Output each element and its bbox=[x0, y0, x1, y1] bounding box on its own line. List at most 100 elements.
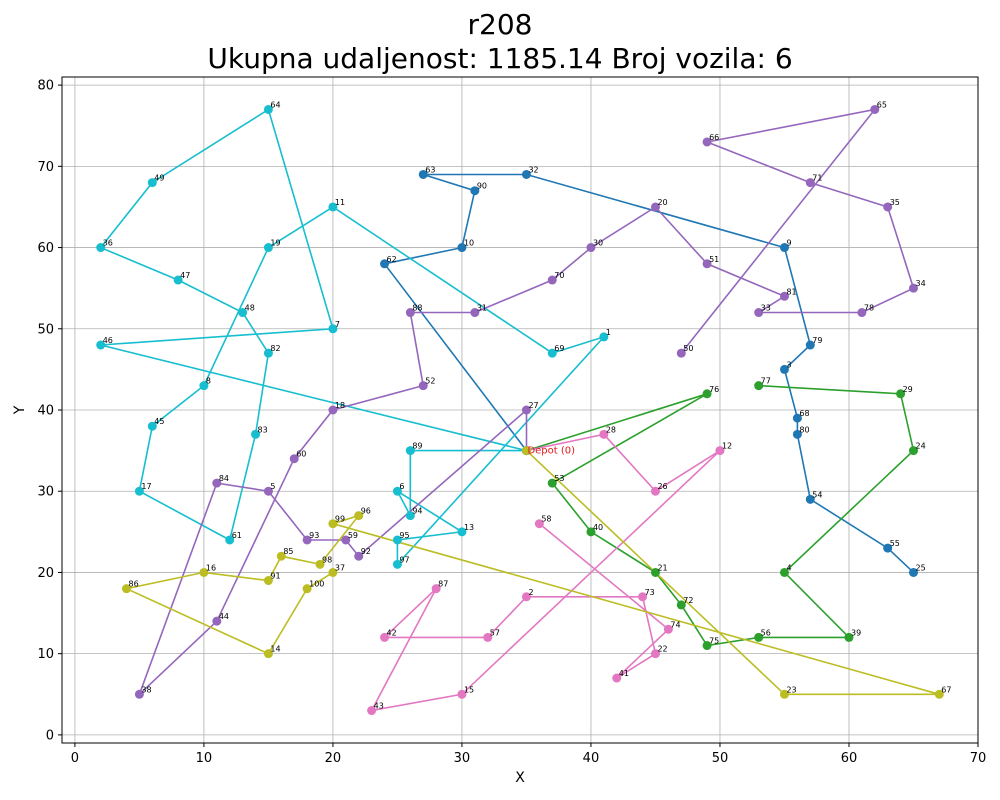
y-tick-label: 0 bbox=[46, 728, 54, 743]
node-93-marker bbox=[302, 535, 312, 545]
node-47-marker bbox=[173, 275, 183, 285]
node-24-label: 24 bbox=[915, 442, 925, 451]
node-23-marker bbox=[779, 689, 789, 699]
node-16-marker bbox=[199, 567, 209, 577]
node-96-label: 96 bbox=[361, 507, 371, 516]
node-70-marker bbox=[547, 275, 557, 285]
node-52-label: 52 bbox=[425, 377, 435, 386]
node-95-marker bbox=[392, 535, 402, 545]
node-33-marker bbox=[754, 308, 764, 318]
node-7-label: 7 bbox=[335, 320, 340, 329]
y-tick-label: 80 bbox=[37, 79, 54, 94]
node-1-label: 1 bbox=[606, 328, 611, 337]
node-72-label: 72 bbox=[683, 596, 693, 605]
node-100-marker bbox=[302, 584, 312, 594]
node-19-marker bbox=[263, 243, 273, 253]
node-70-label: 70 bbox=[554, 271, 564, 280]
node-94-marker bbox=[405, 511, 415, 521]
node-73-label: 73 bbox=[645, 588, 655, 597]
node-50-marker bbox=[676, 348, 686, 358]
node-60-marker bbox=[289, 454, 299, 464]
node-79-label: 79 bbox=[812, 336, 822, 345]
grid-lines bbox=[62, 77, 979, 743]
node-74-marker bbox=[663, 624, 673, 634]
node-65-label: 65 bbox=[877, 100, 887, 109]
node-64-marker bbox=[263, 104, 273, 114]
node-25-label: 25 bbox=[915, 563, 925, 572]
node-41-marker bbox=[612, 673, 622, 683]
node-13-marker bbox=[457, 527, 467, 537]
node-62-label: 62 bbox=[387, 255, 397, 264]
node-71-marker bbox=[805, 178, 815, 188]
node-12-marker bbox=[715, 446, 725, 456]
node-39-marker bbox=[844, 632, 854, 642]
node-80-label: 80 bbox=[799, 425, 809, 434]
node-14-label: 14 bbox=[270, 645, 280, 654]
node-13-label: 13 bbox=[464, 523, 474, 532]
node-44-marker bbox=[212, 616, 222, 626]
node-19-label: 19 bbox=[270, 239, 280, 248]
node-49-marker bbox=[147, 178, 157, 188]
chart-title-line2: Ukupna udaljenost: 1185.14 Broj vozila: … bbox=[207, 42, 793, 75]
node-90-label: 90 bbox=[477, 182, 487, 191]
node-4-label: 4 bbox=[786, 563, 791, 572]
node-50-label: 50 bbox=[683, 344, 693, 353]
chart-title-line1: r208 bbox=[467, 8, 533, 41]
node-40-marker bbox=[586, 527, 596, 537]
node-54-marker bbox=[805, 494, 815, 504]
node-94-label: 94 bbox=[412, 507, 422, 516]
x-tick-label: 60 bbox=[841, 751, 858, 766]
node-83-marker bbox=[251, 429, 261, 439]
y-tick-label: 50 bbox=[37, 322, 54, 337]
node-7-marker bbox=[328, 324, 338, 334]
x-axis-label: X bbox=[515, 770, 525, 786]
node-87-marker bbox=[431, 584, 441, 594]
node-56-label: 56 bbox=[761, 628, 771, 637]
node-34-label: 34 bbox=[915, 279, 925, 288]
node-97-label: 97 bbox=[399, 555, 409, 564]
y-tick-label: 60 bbox=[37, 241, 54, 256]
node-67-label: 67 bbox=[941, 685, 951, 694]
node-39-label: 39 bbox=[851, 628, 861, 637]
node-25-marker bbox=[908, 567, 918, 577]
node-72-marker bbox=[676, 600, 686, 610]
node-85-marker bbox=[276, 551, 286, 561]
node-62-marker bbox=[380, 259, 390, 269]
x-tick-label: 40 bbox=[583, 751, 600, 766]
node-92-label: 92 bbox=[361, 547, 371, 556]
node-86-label: 86 bbox=[129, 580, 139, 589]
node-75-marker bbox=[702, 641, 712, 651]
node-26-label: 26 bbox=[657, 482, 667, 491]
y-tick-label: 10 bbox=[37, 647, 54, 662]
node-67-marker bbox=[934, 689, 944, 699]
node-23-label: 23 bbox=[786, 685, 796, 694]
node-64-label: 64 bbox=[270, 100, 280, 109]
node-17-label: 17 bbox=[141, 482, 151, 491]
node-61-label: 61 bbox=[232, 531, 242, 540]
node-41-label: 41 bbox=[619, 669, 629, 678]
node-68-marker bbox=[792, 413, 802, 423]
node-95-label: 95 bbox=[399, 531, 409, 540]
node-21-label: 21 bbox=[657, 563, 667, 572]
node-9-label: 9 bbox=[786, 239, 791, 248]
node-90-marker bbox=[470, 186, 480, 196]
node-4-marker bbox=[779, 567, 789, 577]
node-38-label: 38 bbox=[141, 685, 151, 694]
axis-ticks: 0 10 20 30 40 50 60 70 0 10 20 30 40 50 60 70 80 bbox=[37, 79, 986, 766]
node-87-label: 87 bbox=[438, 580, 448, 589]
node-84-marker bbox=[212, 478, 222, 488]
node-52-marker bbox=[418, 381, 428, 391]
node-43-marker bbox=[367, 706, 377, 716]
y-tick-label: 70 bbox=[37, 160, 54, 175]
y-axis-label: Y bbox=[12, 405, 28, 415]
x-tick-label: 10 bbox=[196, 751, 213, 766]
node-27-label: 27 bbox=[528, 401, 538, 410]
node-15-marker bbox=[457, 689, 467, 699]
node-1-marker bbox=[599, 332, 609, 342]
node-49-label: 49 bbox=[154, 174, 164, 183]
node-34-marker bbox=[908, 283, 918, 293]
node-35-marker bbox=[883, 202, 893, 212]
node-45-marker bbox=[147, 421, 157, 431]
